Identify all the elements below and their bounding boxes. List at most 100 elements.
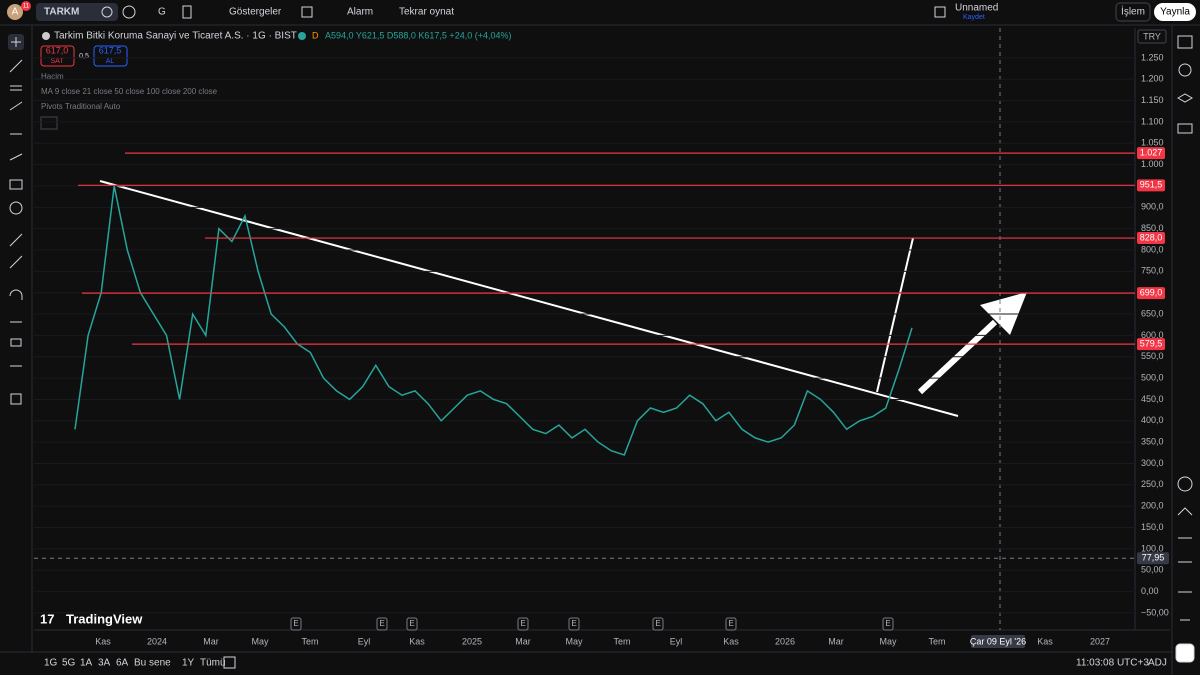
- emoji-tool[interactable]: [9, 201, 23, 215]
- add-symbol[interactable]: [122, 5, 136, 19]
- x-tick-label: Tem: [613, 636, 630, 646]
- y-tick-label: 450,0: [1141, 394, 1164, 404]
- level-label: 951,5: [1140, 180, 1163, 190]
- y-tick-label: 0,00: [1141, 586, 1159, 596]
- y-tick-label: 500,0: [1141, 372, 1164, 382]
- x-tick-label: Çar 09 Eyl '26: [970, 636, 1026, 646]
- chart-type[interactable]: [182, 5, 192, 19]
- volume-indicator: Hacim: [41, 72, 64, 81]
- range-button[interactable]: 6A: [116, 658, 129, 669]
- measure-tools[interactable]: [9, 233, 23, 269]
- range-button[interactable]: Bu sene: [134, 658, 171, 669]
- crosshair-label: 77,95: [1142, 553, 1165, 563]
- adj[interactable]: ADJ: [1148, 658, 1167, 669]
- x-tick-label: 2027: [1090, 636, 1110, 646]
- x-tick-label: Eyl: [670, 636, 683, 646]
- earnings-marker: E: [409, 619, 414, 628]
- range-button[interactable]: 5G: [62, 658, 76, 669]
- x-tick-label: Mar: [203, 636, 219, 646]
- alarm[interactable]: Alarm: [347, 7, 373, 18]
- y-tick-label: 250,0: [1141, 479, 1164, 489]
- collapse-legend[interactable]: [40, 116, 58, 130]
- ohlc: A594,0 Y621,5 D588,0 K617,5 +24,0 (+4,04…: [325, 30, 511, 40]
- layout-name[interactable]: Unnamed: [955, 3, 998, 14]
- earnings-marker: E: [655, 619, 660, 628]
- avatar[interactable]: [7, 4, 23, 20]
- earnings-box[interactable]: [725, 617, 737, 631]
- date-range[interactable]: [223, 656, 236, 669]
- trade-button[interactable]: [1115, 2, 1151, 22]
- publish-button[interactable]: [1154, 3, 1196, 21]
- y-tick-label: 150,0: [1141, 522, 1164, 532]
- earnings-box[interactable]: [290, 617, 302, 631]
- x-tick-label: May: [251, 636, 269, 646]
- sell-button[interactable]: [40, 45, 75, 67]
- ma-indicator: MA 9 close 21 close 50 close 100 close 2…: [41, 87, 218, 96]
- widgets[interactable]: [1177, 507, 1193, 621]
- crosshair-tag: [1137, 552, 1169, 565]
- indicators[interactable]: Göstergeler: [229, 7, 282, 18]
- y-tick-label: 1.250: [1141, 52, 1164, 62]
- range-button[interactable]: 1A: [80, 658, 93, 669]
- widget-1[interactable]: [1177, 476, 1193, 492]
- more-widgets[interactable]: [1175, 643, 1195, 663]
- series-name: Tarkim Bitki Koruma Sanayi ve Ticaret A.…: [54, 31, 297, 42]
- range-button[interactable]: Tümü: [200, 658, 226, 669]
- pivots-indicator: Pivots Traditional Auto: [41, 102, 121, 111]
- y-tick-label: 650,0: [1141, 308, 1164, 318]
- earnings-box[interactable]: [517, 617, 529, 631]
- replay[interactable]: Tekrar oynat: [399, 7, 454, 18]
- earnings-box[interactable]: [652, 617, 664, 631]
- y-tick-label: 850,0: [1141, 223, 1164, 233]
- projection-line[interactable]: [876, 237, 914, 393]
- panels[interactable]: [1176, 93, 1194, 134]
- sell-price: 617,0: [46, 45, 69, 55]
- x-tick-label: May: [565, 636, 583, 646]
- buy-button[interactable]: [93, 45, 128, 67]
- buy-price: 617,5: [99, 45, 122, 55]
- x-tick-label: Tem: [301, 636, 318, 646]
- templates[interactable]: [301, 6, 313, 18]
- layout-icon[interactable]: [934, 6, 946, 18]
- y-tick-label: 200,0: [1141, 501, 1164, 511]
- x-tick-label: Mar: [515, 636, 531, 646]
- y-tick-label: 1.200: [1141, 74, 1164, 84]
- earnings-box[interactable]: [882, 617, 894, 631]
- range-button[interactable]: 1G: [44, 658, 58, 669]
- level-tag: [1137, 232, 1165, 245]
- level-label: 1.027: [1140, 147, 1163, 157]
- y-tick-label: 1.000: [1141, 159, 1164, 169]
- avatar-letter: A: [12, 7, 19, 18]
- trade: İşlem: [1121, 5, 1145, 18]
- earnings-box[interactable]: [568, 617, 580, 631]
- earnings-box[interactable]: [406, 617, 418, 631]
- range-button[interactable]: 3A: [98, 658, 111, 669]
- more-tools[interactable]: [9, 289, 23, 405]
- spread: 0,5: [79, 53, 89, 60]
- left-toolbar: [8, 34, 24, 405]
- y-tick-label: 1.050: [1141, 138, 1164, 148]
- range-button[interactable]: 1Y: [182, 658, 195, 669]
- alerts[interactable]: [1178, 63, 1192, 77]
- symbol-box[interactable]: [36, 3, 118, 21]
- x-tick-label: Kas: [409, 636, 425, 646]
- text-tool[interactable]: [9, 179, 23, 190]
- symbol-logo: [42, 32, 50, 40]
- drawing-icons[interactable]: [9, 59, 23, 161]
- earnings-box[interactable]: [376, 617, 388, 631]
- right-toolbar: [1175, 35, 1195, 663]
- symbol: TARKM: [44, 7, 79, 18]
- level-label: 579,5: [1140, 339, 1163, 349]
- currency-box[interactable]: [1137, 29, 1167, 44]
- earnings-marker: E: [379, 619, 384, 628]
- earnings-marker: E: [520, 619, 525, 628]
- watchlist[interactable]: [1177, 35, 1193, 49]
- level-tag: [1137, 179, 1165, 192]
- interval[interactable]: G: [158, 7, 166, 18]
- y-tick-label: 400,0: [1141, 415, 1164, 425]
- x-tick-label: May: [879, 636, 897, 646]
- y-tick-label: 800,0: [1141, 244, 1164, 254]
- save[interactable]: Kaydet: [963, 14, 985, 21]
